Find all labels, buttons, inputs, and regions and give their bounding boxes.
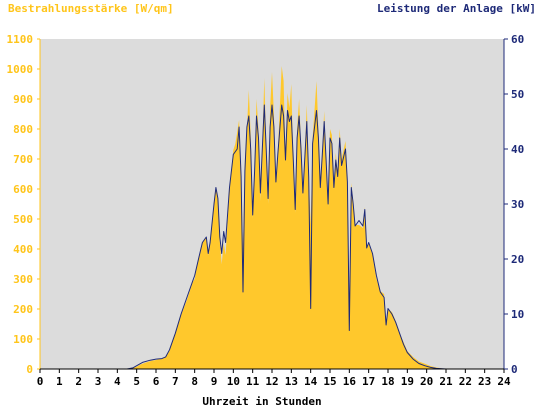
- x-tick-label: 0: [37, 375, 44, 388]
- right-tick-label: 0: [511, 363, 518, 376]
- left-tick-label: 1100: [7, 33, 34, 46]
- left-tick-label: 0: [26, 363, 33, 376]
- x-tick-label: 20: [420, 375, 433, 388]
- x-tick-label: 8: [191, 375, 198, 388]
- x-tick-label: 15: [323, 375, 336, 388]
- left-tick-label: 900: [13, 93, 33, 106]
- x-tick-label: 24: [497, 375, 511, 388]
- x-tick-label: 3: [95, 375, 102, 388]
- x-tick-label: 19: [401, 375, 414, 388]
- x-tick-label: 14: [304, 375, 318, 388]
- x-tick-label: 5: [133, 375, 140, 388]
- x-tick-label: 7: [172, 375, 179, 388]
- left-axis-title: Bestrahlungsstärke [W/qm]: [8, 2, 174, 15]
- x-tick-label: 23: [478, 375, 491, 388]
- x-tick-label: 11: [246, 375, 260, 388]
- axes: 0100200300400500600700800900100011000102…: [7, 33, 525, 388]
- irradiance-series: [40, 66, 504, 369]
- left-tick-label: 300: [13, 273, 33, 286]
- left-tick-label: 1000: [7, 63, 34, 76]
- left-tick-label: 100: [13, 333, 33, 346]
- right-tick-label: 40: [511, 143, 524, 156]
- x-tick-label: 16: [343, 375, 357, 388]
- x-tick-label: 21: [439, 375, 453, 388]
- x-tick-label: 22: [459, 375, 472, 388]
- x-tick-label: 10: [227, 375, 240, 388]
- right-tick-label: 50: [511, 88, 524, 101]
- irradiance-area: [40, 66, 504, 369]
- left-tick-label: 800: [13, 123, 33, 136]
- left-tick-label: 600: [13, 183, 33, 196]
- right-axis-title: Leistung der Anlage [kW]: [377, 2, 536, 15]
- power-series: [40, 104, 504, 370]
- x-tick-label: 17: [362, 375, 375, 388]
- left-tick-label: 400: [13, 243, 33, 256]
- x-axis-title: Uhrzeit in Stunden: [202, 395, 321, 408]
- left-tick-label: 700: [13, 153, 33, 166]
- x-tick-label: 13: [285, 375, 298, 388]
- x-tick-label: 1: [56, 375, 63, 388]
- x-tick-label: 4: [114, 375, 121, 388]
- left-tick-label: 200: [13, 303, 33, 316]
- x-tick-label: 12: [265, 375, 278, 388]
- right-tick-label: 30: [511, 198, 524, 211]
- x-tick-label: 6: [153, 375, 160, 388]
- x-tick-label: 18: [381, 375, 394, 388]
- right-tick-label: 20: [511, 253, 524, 266]
- x-tick-label: 2: [75, 375, 82, 388]
- right-tick-label: 10: [511, 308, 524, 321]
- x-tick-label: 9: [211, 375, 218, 388]
- left-tick-label: 500: [13, 213, 33, 226]
- right-tick-label: 60: [511, 33, 524, 46]
- power-line: [40, 104, 504, 370]
